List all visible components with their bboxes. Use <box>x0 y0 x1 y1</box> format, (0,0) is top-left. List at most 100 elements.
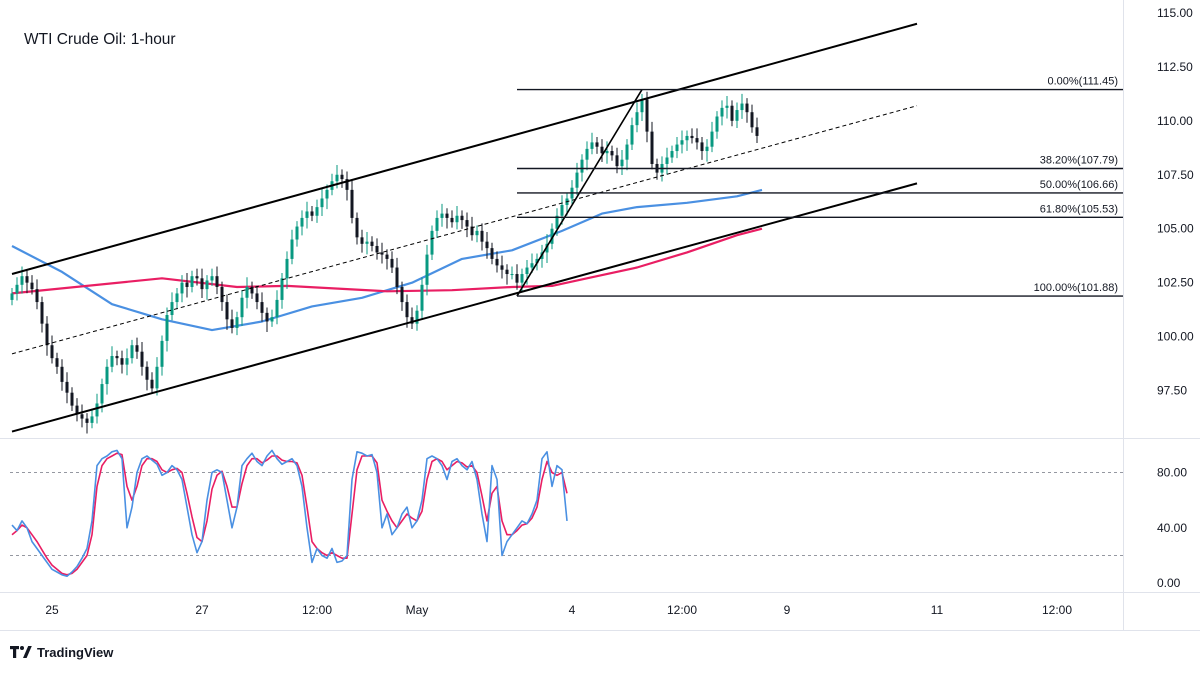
candle[interactable] <box>500 255 504 279</box>
candle[interactable] <box>215 266 219 295</box>
candle[interactable] <box>45 316 49 356</box>
candle[interactable] <box>475 225 479 243</box>
candle[interactable] <box>135 337 139 359</box>
candle[interactable] <box>270 309 274 327</box>
candle[interactable] <box>110 346 114 373</box>
candle[interactable] <box>60 359 64 391</box>
candle[interactable] <box>185 272 189 298</box>
candle[interactable] <box>735 102 739 128</box>
candle[interactable] <box>55 352 59 374</box>
candle[interactable] <box>625 139 629 171</box>
candle[interactable] <box>40 296 44 333</box>
candle[interactable] <box>275 290 279 325</box>
candle[interactable] <box>150 372 154 394</box>
candle[interactable] <box>70 387 74 412</box>
candle[interactable] <box>750 104 754 133</box>
candle[interactable] <box>725 96 729 119</box>
tradingview-logo[interactable]: TradingView <box>10 643 113 661</box>
candle[interactable] <box>695 128 699 150</box>
trend-drawings[interactable] <box>11 22 918 433</box>
candle[interactable] <box>610 145 614 161</box>
candle[interactable] <box>445 208 449 229</box>
candle[interactable] <box>305 201 309 229</box>
candle[interactable] <box>315 199 319 223</box>
candle[interactable] <box>430 225 434 260</box>
fibonacci-retracement[interactable]: 0.00%(111.45) 38.20%(107.79) 50.00%(106.66… <box>517 76 1123 297</box>
candle[interactable] <box>65 372 69 404</box>
candle[interactable] <box>645 91 649 143</box>
candle[interactable] <box>50 335 54 364</box>
candle[interactable] <box>705 139 709 162</box>
candle[interactable] <box>605 141 609 164</box>
candle[interactable] <box>400 281 404 311</box>
candle[interactable] <box>450 210 454 228</box>
candle[interactable] <box>350 180 354 224</box>
candle[interactable] <box>175 288 179 310</box>
candle[interactable] <box>515 264 519 290</box>
candle[interactable] <box>35 279 39 310</box>
candle[interactable] <box>130 339 134 364</box>
candle[interactable] <box>235 311 239 336</box>
candle[interactable] <box>485 231 489 259</box>
candle[interactable] <box>210 268 214 286</box>
candle[interactable] <box>620 149 624 175</box>
candle[interactable] <box>370 236 374 252</box>
candle[interactable] <box>300 210 304 236</box>
candle[interactable] <box>160 335 164 376</box>
candle[interactable] <box>115 350 119 366</box>
candle[interactable] <box>630 117 634 150</box>
candle[interactable] <box>245 277 249 309</box>
candle[interactable] <box>710 121 714 153</box>
candle[interactable] <box>650 121 654 170</box>
candle[interactable] <box>600 139 604 163</box>
candle[interactable] <box>75 398 79 422</box>
candle[interactable] <box>345 171 349 201</box>
candle[interactable] <box>510 266 514 280</box>
candle[interactable] <box>25 270 29 294</box>
candlesticks[interactable] <box>10 91 759 434</box>
candle[interactable] <box>730 100 734 127</box>
candle[interactable] <box>230 309 234 334</box>
candle[interactable] <box>440 203 444 227</box>
candle[interactable] <box>105 359 109 395</box>
candle[interactable] <box>460 210 464 229</box>
candle[interactable] <box>585 141 589 171</box>
candle[interactable] <box>170 292 174 321</box>
candle[interactable] <box>200 268 204 298</box>
candle[interactable] <box>285 251 289 289</box>
candle[interactable] <box>295 221 299 247</box>
candle[interactable] <box>755 117 759 144</box>
candle[interactable] <box>385 249 389 270</box>
candle[interactable] <box>90 408 94 429</box>
candle[interactable] <box>255 285 259 310</box>
candle[interactable] <box>290 229 294 265</box>
candle[interactable] <box>455 206 459 230</box>
candle[interactable] <box>505 264 509 285</box>
channel-middle-line[interactable] <box>11 105 918 355</box>
candle[interactable] <box>15 277 19 301</box>
candle[interactable] <box>470 216 474 241</box>
candle[interactable] <box>495 251 499 273</box>
candle[interactable] <box>340 169 344 188</box>
channel-lower-line[interactable] <box>11 182 918 433</box>
candle[interactable] <box>205 275 209 300</box>
candle[interactable] <box>575 162 579 195</box>
candle[interactable] <box>410 307 414 330</box>
candle[interactable] <box>665 147 669 175</box>
channel-upper-line[interactable] <box>11 22 918 275</box>
candle[interactable] <box>420 277 424 320</box>
candle[interactable] <box>180 275 184 303</box>
candle[interactable] <box>145 361 149 391</box>
candle[interactable] <box>365 231 369 255</box>
candle[interactable] <box>550 223 554 250</box>
candle[interactable] <box>140 341 144 376</box>
candle[interactable] <box>240 290 244 327</box>
candle[interactable] <box>590 132 594 155</box>
candle[interactable] <box>80 404 84 428</box>
candle[interactable] <box>165 307 169 352</box>
stochastic-oscillator[interactable] <box>10 449 1123 577</box>
candle[interactable] <box>715 111 719 139</box>
candle[interactable] <box>745 98 749 123</box>
candle[interactable] <box>10 288 14 306</box>
candle[interactable] <box>740 93 744 119</box>
